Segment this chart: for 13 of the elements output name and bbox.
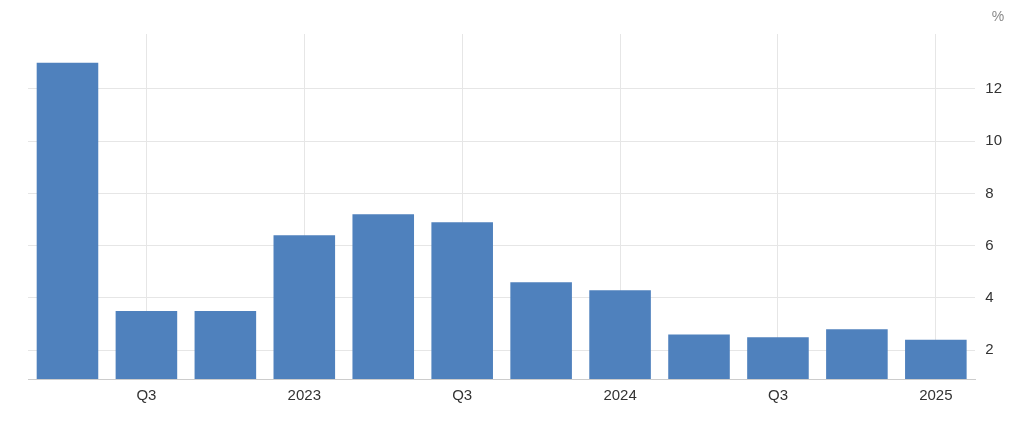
y-tick-label: 10 bbox=[985, 131, 1002, 149]
y-tick-label: 2 bbox=[985, 340, 994, 358]
x-tick-label: Q3 bbox=[767, 386, 788, 404]
y-tick-label: 12 bbox=[985, 79, 1002, 97]
x-tick-label: 2025 bbox=[919, 386, 953, 404]
y-tick-label: 8 bbox=[985, 183, 994, 201]
y-tick-label: 4 bbox=[985, 288, 994, 306]
x-tick-label: 2024 bbox=[603, 386, 637, 404]
x-tick-label: Q3 bbox=[136, 386, 157, 404]
y-tick-label: 6 bbox=[985, 235, 994, 253]
x-tick-label: Q3 bbox=[452, 386, 473, 404]
x-tick-label: 2023 bbox=[287, 386, 321, 404]
y-axis-title: % bbox=[991, 7, 1005, 24]
